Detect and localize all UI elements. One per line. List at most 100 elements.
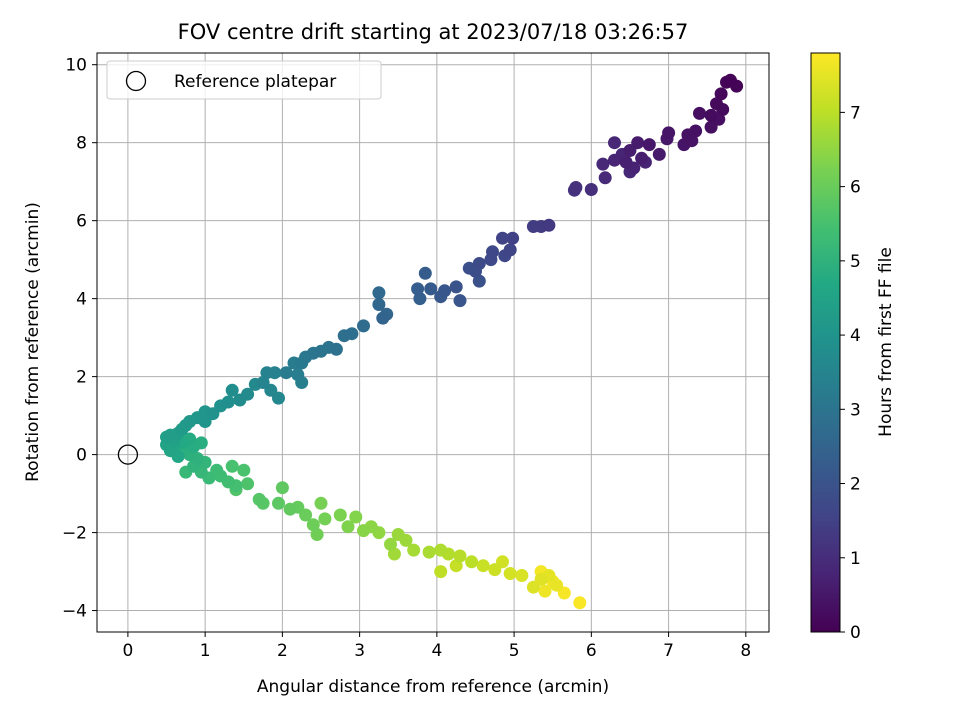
data-point xyxy=(357,524,370,538)
data-point xyxy=(376,311,390,325)
data-point xyxy=(225,459,239,473)
data-point xyxy=(241,387,255,401)
data-point xyxy=(503,567,517,580)
data-point xyxy=(584,183,598,196)
data-point xyxy=(488,563,502,577)
data-point xyxy=(662,126,676,140)
colorbar-label: Hours from first FF file xyxy=(876,247,896,437)
data-point xyxy=(256,376,270,389)
data-point xyxy=(704,108,718,122)
data-point xyxy=(635,151,649,165)
data-point xyxy=(542,218,556,232)
data-point xyxy=(279,366,293,380)
data-point xyxy=(652,147,666,161)
data-point xyxy=(723,73,737,87)
data-point xyxy=(573,596,587,610)
colorbar-tick-label: 1 xyxy=(850,549,861,569)
data-point xyxy=(345,327,359,341)
data-point xyxy=(225,383,239,397)
y-tick-label: 6 xyxy=(76,212,87,232)
y-tick-label: −4 xyxy=(62,602,87,622)
data-point xyxy=(503,243,517,257)
data-point xyxy=(283,502,297,516)
chart-title: FOV centre drift starting at 2023/07/18 … xyxy=(178,20,689,44)
data-point xyxy=(453,549,467,563)
data-point xyxy=(472,274,486,288)
data-point xyxy=(608,136,621,150)
y-tick-label: 8 xyxy=(76,134,87,154)
data-point xyxy=(710,97,723,111)
data-point xyxy=(418,266,432,280)
data-point xyxy=(550,578,564,592)
x-tick-label: 7 xyxy=(663,641,674,661)
data-point xyxy=(619,155,633,169)
data-point xyxy=(318,512,332,526)
data-point xyxy=(341,520,355,534)
data-point xyxy=(598,171,612,185)
x-tick-label: 3 xyxy=(354,641,365,661)
data-point xyxy=(391,528,405,541)
data-point xyxy=(631,136,645,150)
data-point xyxy=(434,543,448,557)
reference-platepar-marker xyxy=(117,444,139,465)
data-point xyxy=(693,106,706,120)
data-point xyxy=(424,282,438,296)
data-point xyxy=(349,510,363,524)
x-tick-label: 4 xyxy=(431,641,442,661)
data-point xyxy=(329,342,343,356)
data-point xyxy=(333,508,347,522)
x-tick-label: 0 xyxy=(122,641,133,661)
legend-box xyxy=(106,60,382,100)
plot-frame xyxy=(96,52,770,633)
legend: Reference platepar xyxy=(106,60,382,100)
data-point xyxy=(506,231,520,245)
data-point xyxy=(496,231,509,245)
data-point xyxy=(384,537,397,551)
x-tick-label: 2 xyxy=(277,641,288,661)
data-point xyxy=(407,543,421,557)
data-point xyxy=(291,368,305,382)
x-tick-label: 5 xyxy=(509,641,520,661)
data-point xyxy=(689,124,703,138)
y-axis-label: Rotation from reference (arcmin) xyxy=(23,202,43,482)
data-point xyxy=(372,286,386,300)
data-point xyxy=(714,87,728,101)
data-point xyxy=(221,395,235,409)
colorbar-tick-label: 3 xyxy=(850,400,861,420)
x-axis-label: Angular distance from reference (arcmin) xyxy=(257,677,609,697)
colorbar-tick-label: 2 xyxy=(850,475,861,495)
data-point xyxy=(306,518,320,532)
data-point xyxy=(526,580,540,594)
legend-marker-open-circle xyxy=(125,70,147,92)
colorbar-tick-label: 7 xyxy=(850,103,861,123)
data-point xyxy=(515,569,529,582)
data-point xyxy=(449,280,463,294)
y-tick-label: 4 xyxy=(76,290,87,310)
data-points xyxy=(117,73,744,610)
axis-ticks: 0 1 2 3 4 5 6 7 8 −4 −2 0 2 4 6 8 10 xyxy=(62,56,751,661)
data-point xyxy=(434,565,448,579)
data-point xyxy=(538,584,552,598)
y-tick-label: 10 xyxy=(65,56,87,76)
y-tick-label: 0 xyxy=(76,446,87,466)
data-point xyxy=(357,319,370,333)
colorbar-tick-label: 0 xyxy=(850,623,861,643)
data-point xyxy=(314,496,328,510)
data-point xyxy=(241,477,255,491)
y-tick-label: 2 xyxy=(76,368,87,388)
legend-label: Reference platepar xyxy=(174,72,336,92)
data-point xyxy=(268,366,282,380)
colorbar xyxy=(810,52,841,633)
data-point xyxy=(608,153,621,167)
data-point xyxy=(472,257,486,270)
data-point xyxy=(272,496,285,510)
data-point xyxy=(252,492,266,506)
data-point xyxy=(413,292,427,306)
data-point xyxy=(642,138,656,152)
data-point xyxy=(453,294,467,308)
colorbar-tick-label: 6 xyxy=(850,178,861,198)
data-point xyxy=(411,282,425,296)
data-point xyxy=(569,181,583,194)
